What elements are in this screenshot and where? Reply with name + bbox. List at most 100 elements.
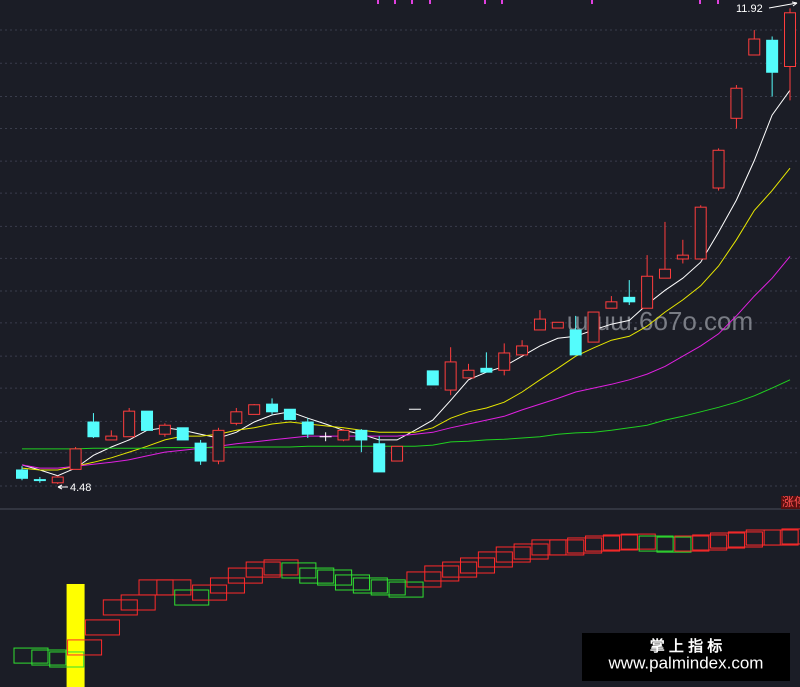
candle-body	[694, 206, 707, 260]
tick	[699, 0, 701, 4]
step-box	[656, 536, 692, 553]
candle-body	[784, 12, 796, 68]
step-box	[763, 529, 799, 546]
candle-body	[391, 445, 404, 462]
candle-body	[551, 321, 564, 329]
step-box	[102, 599, 138, 616]
step-box	[138, 579, 174, 596]
candle-body	[69, 448, 82, 470]
step-box	[13, 647, 49, 664]
step-box	[567, 537, 603, 554]
tick	[717, 0, 719, 4]
candle-body	[712, 149, 725, 189]
candle-body	[533, 318, 546, 331]
tick	[484, 0, 486, 4]
candle-body	[766, 39, 779, 73]
step-box	[710, 532, 746, 549]
step-box	[227, 567, 263, 584]
moving-average-line	[22, 379, 791, 450]
high-label: 11.92	[736, 3, 763, 15]
step-box	[245, 561, 281, 578]
candle-body	[516, 345, 529, 356]
footer-title: 掌 上 指 标	[650, 637, 723, 655]
candle-body	[748, 38, 761, 56]
tick	[501, 0, 503, 4]
step-box	[67, 639, 103, 656]
step-box	[549, 539, 585, 556]
step-box	[495, 546, 531, 563]
tick	[591, 0, 593, 4]
low-arrow-head	[57, 484, 63, 490]
step-box	[334, 574, 370, 591]
step-box	[602, 534, 638, 551]
candle-body	[658, 268, 671, 279]
candle-body	[33, 479, 46, 482]
step-box	[388, 581, 424, 598]
candle-body	[426, 370, 439, 386]
limit-up-label: 涨停	[782, 494, 800, 509]
tick	[394, 0, 396, 4]
step-box	[585, 535, 621, 552]
candle-body	[641, 275, 654, 309]
step-box	[442, 561, 478, 578]
step-box	[84, 619, 120, 636]
step-box	[263, 559, 299, 576]
step-box	[638, 535, 674, 552]
candle-body	[587, 311, 600, 343]
candle-body	[623, 296, 636, 303]
step-box	[674, 535, 710, 552]
step-box	[209, 577, 245, 594]
signal-ticks	[377, 0, 719, 4]
step-box	[352, 577, 388, 594]
candle-body	[355, 429, 368, 441]
step-box	[460, 557, 496, 574]
candle-body	[158, 424, 171, 435]
candle-body	[498, 352, 511, 371]
step-box	[531, 539, 567, 556]
tick	[429, 0, 431, 4]
candle-body	[266, 403, 279, 413]
candle-body	[462, 369, 475, 379]
candle-body	[730, 87, 743, 119]
step-box	[156, 579, 192, 596]
moving-average-line	[21, 256, 791, 469]
candle-body	[373, 443, 386, 473]
candle-body	[176, 427, 189, 441]
candle-body	[569, 329, 582, 356]
step-box	[370, 579, 406, 596]
moving-average-line	[21, 167, 791, 471]
tick	[377, 0, 379, 4]
low-label: 4.48	[70, 482, 91, 494]
high-arrow-head	[791, 1, 798, 7]
indicator-panel	[13, 528, 800, 687]
candle-body	[141, 410, 154, 431]
footer-box	[582, 633, 790, 681]
step-box	[727, 531, 763, 548]
candle-body	[123, 410, 136, 438]
step-box	[120, 594, 156, 611]
step-box	[281, 562, 317, 579]
signal-bar	[66, 583, 85, 687]
grid	[0, 29, 800, 487]
candle-body	[212, 429, 225, 462]
candle-body	[105, 435, 118, 441]
candle-body	[16, 469, 28, 479]
candle-body	[194, 442, 207, 462]
step-box	[781, 528, 800, 545]
candles	[16, 8, 796, 485]
step-box	[620, 533, 656, 550]
step-box	[513, 543, 549, 560]
candle-body	[301, 421, 314, 435]
step-box	[406, 571, 442, 588]
limit-up-box	[781, 496, 800, 509]
candle-body	[605, 301, 618, 309]
step-box	[31, 649, 67, 666]
candle-body	[283, 408, 296, 420]
candle-body	[480, 367, 493, 373]
candle-body	[248, 404, 261, 415]
candle-body	[87, 421, 100, 438]
step-box	[317, 569, 353, 586]
footer-url: www.palmindex.com	[608, 653, 764, 672]
